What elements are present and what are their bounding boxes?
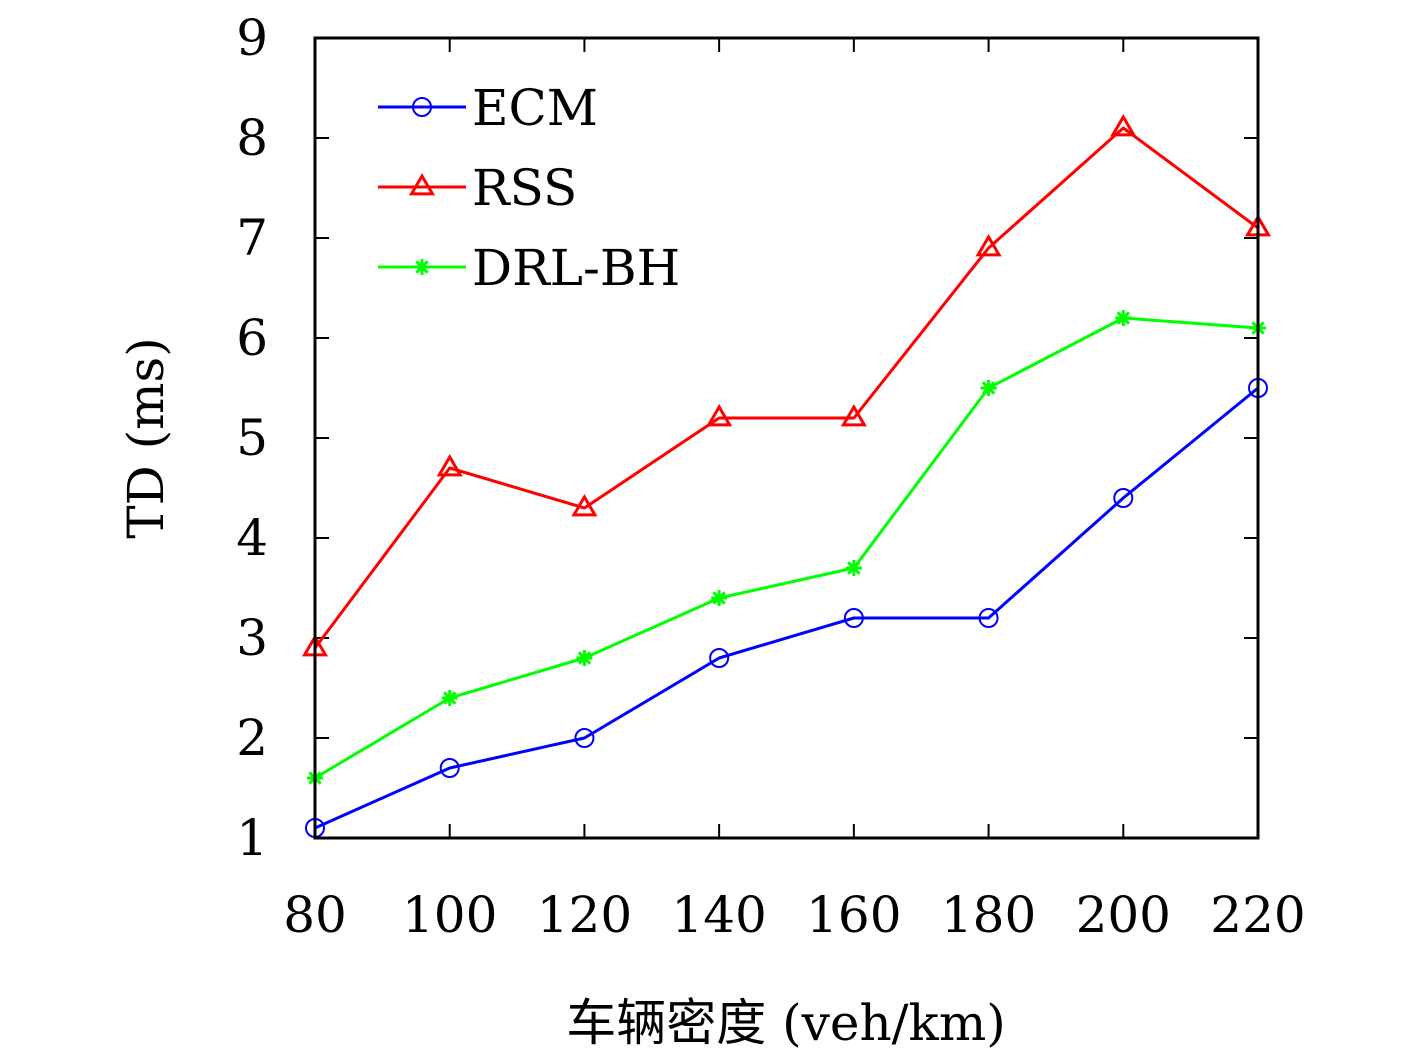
data-point-ecm <box>1113 488 1134 508</box>
y-tick-label: 9 <box>236 9 268 67</box>
data-point-drl-bh <box>1115 310 1132 326</box>
legend-item-drl-bh: DRL-BH <box>378 239 680 297</box>
data-point-drl-bh <box>576 650 593 666</box>
data-point-drl-bh <box>441 690 458 706</box>
data-point-rss <box>1110 114 1137 137</box>
legend-marker <box>414 259 430 275</box>
y-tick-label: 4 <box>236 509 268 567</box>
y-tick-label: 1 <box>236 809 268 867</box>
series-ecm <box>305 378 1268 838</box>
data-point-ecm <box>709 648 730 668</box>
data-point-rss <box>975 234 1002 257</box>
y-tick-label: 3 <box>236 609 268 667</box>
x-axis-title: 车辆密度 (veh/km) <box>566 994 1006 1052</box>
axis-ticks <box>314 37 1259 839</box>
data-point-ecm <box>843 608 864 628</box>
y-axis-title: TD (ms) <box>117 337 175 538</box>
legend-label: RSS <box>472 159 577 217</box>
x-tick-label: 80 <box>283 886 347 944</box>
y-tick-label: 8 <box>236 109 268 167</box>
legend-marker <box>412 97 432 117</box>
legend-label: DRL-BH <box>472 239 680 297</box>
y-tick-label: 2 <box>236 709 268 767</box>
x-tick-labels: 80 100 120 140 160 180 200 220 <box>283 886 1306 944</box>
series-line-drl-bh <box>314 316 1259 780</box>
x-tick-label: 140 <box>671 886 766 944</box>
data-point-drl-bh <box>845 560 862 576</box>
series-line-ecm <box>314 386 1259 830</box>
series-drl-bh <box>307 310 1266 786</box>
y-tick-label: 7 <box>236 209 268 267</box>
series-line-rss <box>313 126 1259 649</box>
series-rss <box>301 114 1272 657</box>
x-tick-label: 160 <box>806 886 901 944</box>
legend-item-rss: RSS <box>378 159 577 217</box>
y-tick-labels: 1 2 3 4 5 6 7 8 9 <box>236 9 268 867</box>
x-tick-label: 180 <box>941 886 1036 944</box>
data-point-ecm <box>439 758 460 778</box>
x-tick-label: 100 <box>402 886 497 944</box>
x-tick-label: 200 <box>1076 886 1171 944</box>
data-point-rss <box>706 404 733 427</box>
y-tick-label: 6 <box>236 309 268 367</box>
legend-label: ECM <box>472 79 598 137</box>
data-point-drl-bh <box>711 590 728 606</box>
legend: ECM RSS DRL-BH <box>378 79 680 297</box>
data-point-rss <box>571 494 598 517</box>
data-point-ecm <box>574 728 595 748</box>
x-tick-label: 120 <box>537 886 632 944</box>
plot-frame <box>313 36 1260 840</box>
data-point-ecm <box>978 608 999 628</box>
legend-marker <box>408 173 436 196</box>
series-layer <box>301 114 1272 838</box>
data-point-rss <box>436 454 463 477</box>
legend-item-ecm: ECM <box>378 79 598 137</box>
x-tick-label: 220 <box>1210 886 1305 944</box>
data-point-drl-bh <box>980 380 997 396</box>
data-point-rss <box>840 404 867 427</box>
y-tick-label: 5 <box>236 409 268 467</box>
